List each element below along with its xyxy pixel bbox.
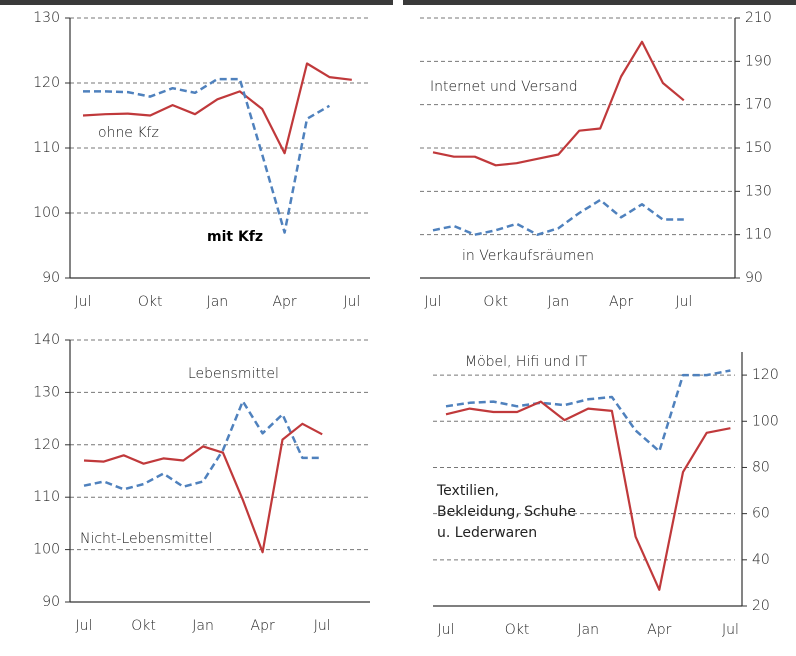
x-tick-label: Okt [138,294,163,310]
y-tick-label: 120 [752,367,779,383]
x-tick-label: Okt [131,618,156,634]
series-label: Internet und Versand [430,79,578,95]
series-label: Lebensmittel [188,366,279,382]
y-tick-label: 90 [42,270,60,286]
y-tick-label: 60 [752,506,770,522]
x-tick-label: Jan [577,622,599,638]
series-line [83,422,323,554]
x-tick-label: Apr [647,622,671,638]
y-tick-label: 140 [33,332,60,348]
series-line [445,369,731,453]
x-tick-label: Jul [438,622,455,638]
x-tick-label: Apr [609,294,633,310]
y-tick-label: 210 [745,10,772,26]
top-rule [403,0,796,5]
x-tick-label: Jul [722,622,739,638]
y-tick-label: 130 [745,183,772,199]
x-tick-label: Okt [483,294,508,310]
top-rule [0,0,393,5]
x-tick-label: Jan [192,618,214,634]
series-line [432,198,684,236]
y-tick-label: 130 [33,10,60,26]
y-tick-label: 120 [33,437,60,453]
x-tick-label: Jul [314,618,331,634]
y-tick-label: 130 [33,384,60,400]
x-tick-label: Apr [251,618,275,634]
x-tick-label: Jan [548,294,570,310]
y-tick-label: 170 [745,97,772,113]
x-tick-label: Jul [76,618,93,634]
series-line [82,62,352,155]
series-line [445,400,731,591]
y-tick-label: 20 [752,598,770,614]
y-tick-label: 120 [33,75,60,91]
x-tick-label: Jul [675,294,692,310]
series-label: mit Kfz [207,229,263,245]
series-line [83,77,331,234]
y-tick-label: 110 [33,489,60,505]
y-tick-label: 190 [745,53,772,69]
y-tick-label: 80 [752,459,770,475]
y-tick-label: 100 [33,205,60,221]
x-tick-label: Jul [343,294,360,310]
x-tick-label: Okt [505,622,530,638]
series-label: Textilien, Bekleidung, Schuhe u. Lederwa… [437,483,576,541]
y-tick-label: 150 [745,140,772,156]
y-tick-label: 100 [752,413,779,429]
series-label: Möbel, Hifi und IT [465,354,588,370]
series-label: Nicht-Lebensmittel [80,531,212,547]
y-tick-label: 90 [42,594,60,610]
y-tick-label: 110 [745,227,772,243]
x-tick-label: Jul [75,294,92,310]
series-label: in Verkaufsräumen [462,248,594,264]
x-tick-label: Jan [207,294,229,310]
y-tick-label: 40 [752,552,770,568]
y-tick-label: 110 [33,140,60,156]
y-tick-label: 90 [745,270,763,286]
series-label: ohne Kfz [98,125,159,141]
series-line [432,40,685,167]
x-tick-label: Jul [425,294,442,310]
y-tick-label: 100 [33,542,60,558]
x-tick-label: Apr [272,294,296,310]
